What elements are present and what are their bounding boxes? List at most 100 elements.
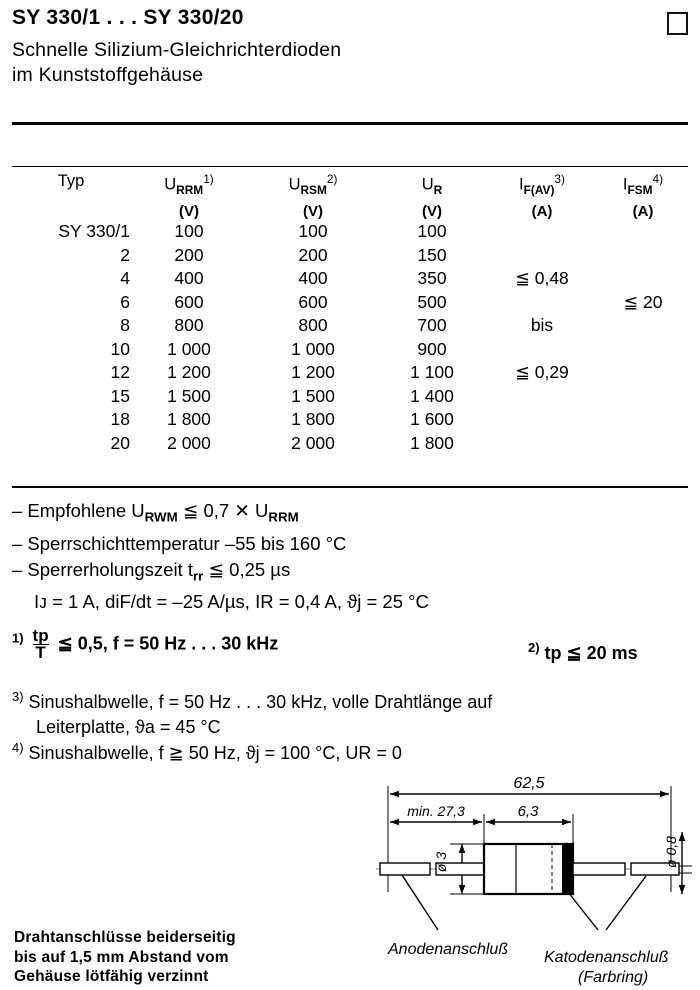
divider-header	[12, 166, 688, 168]
table-row: 10 1 000 1 000 900	[12, 338, 688, 362]
subtitle-line-1: Schnelle Silizium-Gleichrichterdioden	[12, 39, 342, 61]
dim-body-length: 6,3	[518, 803, 540, 820]
cell-urrm: 100	[174, 221, 204, 242]
cell-typ: 2	[120, 244, 130, 265]
dim-lead-diameter: ø 0,8	[663, 836, 679, 868]
cell-ifsm	[598, 338, 688, 362]
cell-typ: 10	[110, 338, 130, 359]
column-header-typ: Typ	[57, 172, 85, 190]
cell-ifsm	[598, 244, 688, 268]
dim-body-diameter: ø 3	[433, 852, 449, 872]
note-recommended-urwm: – Empfohlene URWM ≦ 0,7 ✕ URRM	[12, 500, 299, 525]
label-cathode-colour-ring: (Farbring)	[578, 969, 648, 986]
lead-finish-note-line-3: Gehäuse lötfähig verzinnt	[14, 968, 209, 985]
cell-ur: 700	[417, 315, 447, 336]
column-header-ifsm: IFSM4) (A)	[622, 172, 664, 220]
cell-ur: 900	[417, 338, 447, 359]
package-outline-drawing: 62,5 min. 27,3 6,3 ø 3 ø 0,8 Anodenansch…	[366, 772, 696, 990]
cell-urrm: 200	[174, 244, 204, 265]
cell-ifsm	[598, 220, 688, 244]
cell-ur: 1 400	[410, 385, 454, 406]
table-row: 2 200 200 150	[12, 244, 688, 268]
footnote-3-line-1: 3) Sinushalbwelle, f = 50 Hz . . . 30 kH…	[12, 689, 493, 712]
table-body: SY 330/1 100 100 100 2 200 200 150 4 400…	[12, 220, 688, 455]
cell-ur: 500	[417, 291, 447, 312]
divider-bottom	[12, 486, 688, 488]
cell-urrm: 1 000	[167, 338, 211, 359]
table-row: 12 1 200 1 200 1 100 ≦ 0,29	[12, 361, 688, 385]
cell-urrm: 400	[174, 268, 204, 289]
footnote-1: 1) tp T ≦ 0,5, f = 50 Hz . . . 30 kHz	[12, 626, 279, 662]
table-row: 8 800 800 700 bis	[12, 314, 688, 338]
cell-typ: 8	[120, 315, 130, 336]
cell-ifav: bis	[530, 315, 554, 336]
footnote-3-line-2: Leiterplatte, ϑa = 45 °C	[36, 717, 221, 737]
cell-ifsm	[598, 408, 688, 432]
table-row: 15 1 500 1 500 1 400	[12, 385, 688, 409]
cell-ur: 1 800	[410, 432, 454, 453]
square-marker-icon	[667, 12, 688, 35]
cell-ifav: ≦ 0,48	[515, 268, 569, 289]
cell-ifsm	[598, 361, 688, 385]
cell-ifav	[486, 220, 598, 244]
cell-ifsm	[598, 432, 688, 456]
table-row: SY 330/1 100 100 100	[12, 220, 688, 244]
cell-ursm: 1 500	[291, 385, 335, 406]
label-anode-terminal: Anodenanschluß	[387, 941, 508, 958]
column-header-ursm: URSM2) (V)	[288, 172, 338, 220]
cell-ur: 1 600	[410, 409, 454, 430]
note-reverse-recovery-time: – Sperrerholungszeit trr ≦ 0,25 µs	[12, 558, 291, 584]
note-junction-temperature: – Sperrschichttemperatur –55 bis 160 °C	[12, 532, 347, 554]
cell-ur: 100	[417, 221, 447, 242]
cell-typ: 12	[110, 362, 130, 383]
table-row: 6 600 600 500 ≦ 20	[12, 291, 688, 315]
cell-urrm: 600	[174, 291, 204, 312]
cell-typ: SY 330/1	[58, 221, 130, 242]
table-row: 4 400 400 350 ≦ 0,48	[12, 267, 688, 291]
page-title: SY 330/1 . . . SY 330/20	[12, 6, 244, 29]
cell-typ: 4	[120, 268, 130, 289]
dim-total-length: 62,5	[513, 775, 544, 792]
cell-typ: 15	[110, 385, 130, 406]
cell-ifsm	[598, 314, 688, 338]
column-header-ifav: IF(AV)3) (A)	[519, 172, 565, 220]
subtitle-line-2: im Kunststoffgehäuse	[12, 64, 204, 86]
lead-finish-note-line-2: bis auf 1,5 mm Abstand vom	[14, 948, 229, 966]
cell-ursm: 1 000	[291, 338, 335, 359]
column-header-ur: UR (V)	[421, 175, 443, 220]
cell-ursm: 1 800	[291, 409, 335, 430]
divider-top	[12, 122, 688, 125]
column-header-urrm: URRM1) (V)	[164, 172, 214, 220]
cell-ursm: 2 000	[291, 432, 335, 453]
notes-list: – Empfohlene URWM ≦ 0,7 ✕ URRM – Sperrsc…	[12, 498, 688, 615]
cell-ursm: 100	[298, 221, 328, 242]
cell-urrm: 1 500	[167, 385, 211, 406]
cell-ursm: 400	[298, 268, 328, 289]
cell-ifav: ≦ 0,29	[515, 362, 569, 383]
cell-ifav	[486, 385, 598, 409]
dim-lead-min: min. 27,3	[407, 803, 465, 819]
cell-ifav	[486, 408, 598, 432]
cell-ifav	[486, 432, 598, 456]
cell-ursm: 600	[298, 291, 328, 312]
cell-urrm: 1 800	[167, 409, 211, 430]
cell-ursm: 200	[298, 244, 328, 265]
table-header-row: Typ URRM1) (V) URSM2) (V) UR (V) IF(AV)3…	[12, 172, 688, 220]
cell-ifsm: ≦ 20	[623, 291, 663, 312]
cell-ur: 150	[417, 244, 447, 265]
cell-urrm: 800	[174, 315, 204, 336]
lead-finish-note-line-1: Drahtanschlüsse beiderseitig	[14, 929, 236, 946]
cell-typ: 6	[120, 291, 130, 312]
cell-ursm: 800	[298, 315, 328, 336]
cell-ur: 350	[417, 268, 447, 289]
duty-cycle-fraction: tp T	[32, 626, 49, 662]
page-subtitle: Schnelle Silizium-Gleichrichterdioden im…	[12, 38, 341, 88]
cell-ifav	[486, 291, 598, 315]
parameter-table: Typ URRM1) (V) URSM2) (V) UR (V) IF(AV)3…	[12, 172, 688, 455]
cell-ifsm	[598, 385, 688, 409]
cell-typ: 20	[110, 432, 130, 453]
table-row: 20 2 000 2 000 1 800	[12, 432, 688, 456]
cell-urrm: 2 000	[167, 432, 211, 453]
cell-urrm: 1 200	[167, 362, 211, 383]
